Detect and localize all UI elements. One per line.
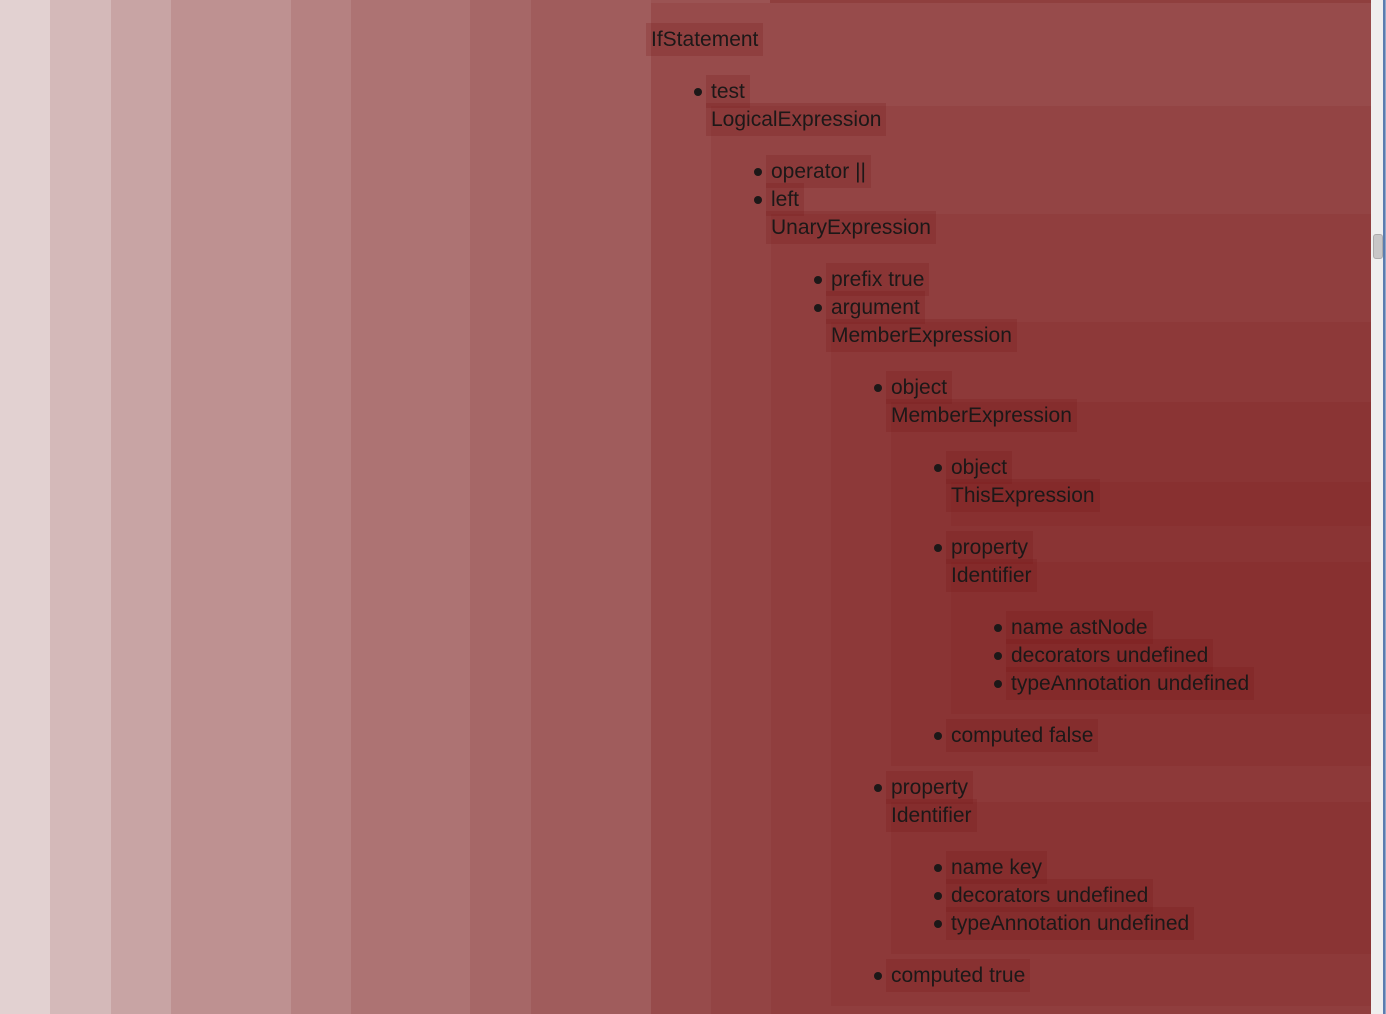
ast-node-type[interactable]: LogicalExpression xyxy=(706,103,887,136)
ast-node-body: test LogicalExpression operator || left Unar… xyxy=(651,75,1371,1014)
ast-node-Identifier: Identifier name astNode decorators undefin… xyxy=(946,559,1371,714)
ast-property-leaf[interactable]: name astNode xyxy=(1006,611,1153,644)
ast-property-item: prefix true xyxy=(814,263,1371,296)
ast-property-key[interactable]: property xyxy=(946,531,1034,564)
ast-node-type[interactable]: MemberExpression xyxy=(826,319,1017,352)
ast-node-Identifier: Identifier name key decorators undefined ty… xyxy=(886,799,1371,954)
ast-property-key: name xyxy=(1011,616,1064,639)
ast-property-value: || xyxy=(855,160,866,183)
ast-property-value: undefined xyxy=(1096,912,1190,935)
ast-node-body: prefix true argument MemberExpression objec… xyxy=(771,263,1371,1006)
ast-property-key[interactable]: object xyxy=(946,451,1013,484)
ast-property-leaf[interactable]: computed false xyxy=(946,719,1099,752)
ast-property-leaf[interactable]: typeAnnotation undefined xyxy=(1006,667,1255,700)
ast-property-leaf[interactable]: computed true xyxy=(886,959,1031,992)
ast-property-key[interactable]: object xyxy=(886,371,953,404)
ast-property-leaf[interactable]: operator || xyxy=(766,155,871,188)
ast-property-key: name xyxy=(951,856,1004,879)
ancestor-depth-layer-6: IfStatement test LogicalExpression operator… xyxy=(470,0,1371,1014)
ast-property-item: operator || xyxy=(754,155,1371,188)
ast-property-item: object ThisExpression xyxy=(934,451,1371,526)
ast-property-key: operator xyxy=(771,160,850,183)
ast-property-item: computed false xyxy=(934,719,1371,752)
ast-node-type[interactable]: Identifier xyxy=(946,559,1037,592)
ast-node-body: object MemberExpression object ThisExpressi… xyxy=(831,371,1371,992)
ast-property-key: computed xyxy=(951,724,1044,747)
ast-property-leaf[interactable]: name key xyxy=(946,851,1048,884)
ast-property-item: test LogicalExpression operator || left Unar… xyxy=(694,75,1371,1014)
scrollbar-thumb[interactable] xyxy=(1373,234,1383,259)
ast-property-key[interactable]: argument xyxy=(826,291,925,324)
ancestor-depth-layer-8: IfStatement test LogicalExpression operator… xyxy=(646,0,1371,1014)
ast-property-value: undefined xyxy=(1156,672,1250,695)
ancestor-depth-layer-5: IfStatement test LogicalExpression operator… xyxy=(351,0,1371,1014)
ast-property-item: name key xyxy=(934,851,1371,884)
ast-property-key[interactable]: test xyxy=(706,75,750,108)
ast-property-item: computed true xyxy=(874,959,1371,992)
ast-property-value: undefined xyxy=(1116,644,1209,667)
ancestor-depth-layer-3: IfStatement test LogicalExpression operator… xyxy=(171,0,1371,1014)
ast-property-value: true xyxy=(888,268,925,291)
ast-property-item: left UnaryExpression prefix true argument Me… xyxy=(754,183,1371,1014)
ast-node-type[interactable]: MemberExpression xyxy=(886,399,1077,432)
ast-property-key: decorators xyxy=(951,884,1051,907)
ancestor-depth-layer-1: IfStatement test LogicalExpression operator… xyxy=(50,0,1371,1014)
ast-node-UnaryExpression: UnaryExpression prefix true argument Member… xyxy=(766,211,1371,1014)
ast-property-key: typeAnnotation xyxy=(951,912,1092,935)
previous-node-remnant xyxy=(770,0,1371,3)
ast-tree: IfStatement test LogicalExpression operator… xyxy=(646,0,1371,1014)
ast-property-value: undefined xyxy=(1056,884,1149,907)
ast-property-leaf[interactable]: decorators undefined xyxy=(1006,639,1214,672)
ast-property-key: decorators xyxy=(1011,644,1111,667)
ast-node-ThisExpression: ThisExpression xyxy=(946,479,1371,526)
ast-property-key: computed xyxy=(891,964,984,987)
ast-property-item: typeAnnotation undefined xyxy=(934,907,1371,940)
ancestor-depth-layer-2: IfStatement test LogicalExpression operator… xyxy=(111,0,1371,1014)
ast-property-leaf[interactable]: typeAnnotation undefined xyxy=(946,907,1195,940)
ast-property-value: astNode xyxy=(1069,616,1148,639)
ast-property-key[interactable]: left xyxy=(766,183,805,216)
ast-node-type[interactable]: UnaryExpression xyxy=(766,211,936,244)
ast-property-leaf[interactable]: decorators undefined xyxy=(946,879,1154,912)
ast-property-item: typeAnnotation undefined xyxy=(994,667,1371,700)
ast-property-value: key xyxy=(1009,856,1043,879)
ast-property-value: true xyxy=(989,964,1026,987)
ast-property-key: typeAnnotation xyxy=(1011,672,1152,695)
ast-property-item: property Identifier name key decorators und… xyxy=(874,771,1371,954)
ast-node-body: object ThisExpression property Identifier na… xyxy=(891,451,1371,752)
ast-property-item: name astNode xyxy=(994,611,1371,644)
ast-property-item: property Identifier name astNode decorators… xyxy=(934,531,1371,714)
ancestor-depth-layer-4: IfStatement test LogicalExpression operator… xyxy=(291,0,1371,1014)
ast-node-MemberExpression: MemberExpression object MemberExpression ob… xyxy=(826,319,1371,1006)
ast-property-leaf[interactable]: prefix true xyxy=(826,263,930,296)
ast-property-key: prefix xyxy=(831,268,883,291)
ast-node-body: operator || left UnaryExpression prefix tru… xyxy=(711,155,1371,1014)
ast-node-MemberExpression: MemberExpression object ThisExpression prop… xyxy=(886,399,1371,766)
ast-node-body: name key decorators undefined typeAnnotati… xyxy=(891,851,1371,940)
ast-property-item: decorators undefined xyxy=(994,639,1371,672)
vertical-scrollbar[interactable] xyxy=(1371,0,1386,1014)
ast-property-item: argument MemberExpression object MemberExpr… xyxy=(814,291,1371,1006)
ast-property-item: object MemberExpression object ThisExpressi… xyxy=(874,371,1371,766)
ast-property-key[interactable]: property xyxy=(886,771,974,804)
ancestor-depth-layer-7: IfStatement test LogicalExpression operator… xyxy=(531,0,1371,1014)
ast-property-item: decorators undefined xyxy=(934,879,1371,912)
ast-node-body: name astNode decorators undefined typeAnno… xyxy=(951,611,1371,700)
ast-node-IfStatement: IfStatement test LogicalExpression operator… xyxy=(646,3,1371,1014)
ast-node-type[interactable]: ThisExpression xyxy=(946,479,1100,512)
ast-node-LogicalExpression: LogicalExpression operator || left UnaryExp… xyxy=(706,103,1371,1014)
ast-node-type[interactable]: IfStatement xyxy=(646,23,764,56)
ast-property-value: false xyxy=(1049,724,1094,747)
ast-node-type[interactable]: Identifier xyxy=(886,799,977,832)
